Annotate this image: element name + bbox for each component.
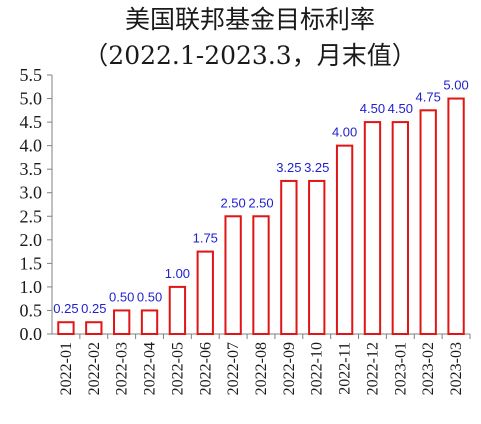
y-tick-label: 3.5 — [20, 159, 43, 179]
bar — [140, 309, 159, 336]
bar — [196, 250, 214, 335]
data-label: 0.50 — [137, 289, 162, 304]
data-label: 4.50 — [388, 101, 413, 116]
y-tick-label: 5.0 — [20, 89, 43, 109]
bar — [308, 179, 326, 335]
x-tick-label: 2023-01 — [392, 342, 409, 395]
bar — [419, 109, 437, 336]
y-tick-label: 0.5 — [20, 300, 43, 320]
data-label: 2.50 — [248, 195, 273, 210]
x-tick-label: 2022-08 — [253, 342, 270, 395]
data-label: 4.75 — [416, 89, 441, 104]
x-tick-label: 2022-11 — [337, 342, 354, 395]
x-tick-label: 2022-12 — [364, 342, 381, 395]
y-tick-label: 2.0 — [20, 230, 43, 250]
x-tick-label: 2022-09 — [281, 342, 298, 395]
x-tick-label: 2022-02 — [86, 342, 103, 395]
x-tick-label: 2022-10 — [309, 342, 326, 395]
data-label: 1.00 — [165, 266, 190, 281]
bar — [447, 97, 465, 335]
y-tick-label: 3.0 — [20, 183, 43, 203]
x-tick-label: 2022-04 — [142, 342, 159, 395]
bar — [85, 321, 103, 335]
y-tick-label: 1.0 — [20, 277, 43, 297]
y-tick-label: 2.5 — [20, 206, 43, 226]
x-tick-label: 2022-07 — [225, 342, 242, 395]
x-tick-label: 2023-03 — [448, 342, 465, 395]
bar — [168, 285, 187, 335]
y-tick-label: 1.5 — [20, 253, 43, 273]
x-tick-label: 2022-03 — [114, 342, 131, 395]
x-tick-label: 2023-02 — [420, 342, 437, 395]
bar — [363, 121, 382, 335]
data-label: 3.25 — [276, 160, 301, 175]
bar — [252, 215, 270, 335]
data-label: 4.00 — [332, 125, 357, 140]
y-tick-label: 5.5 — [20, 65, 43, 85]
data-label: 0.50 — [109, 289, 134, 304]
bar — [391, 121, 409, 335]
x-tick-label: 2022-06 — [197, 342, 214, 395]
chart-title-line2: （2022.1-2023.3，月末值） — [83, 41, 416, 70]
y-tick-label: 4.5 — [20, 112, 43, 132]
bar — [224, 215, 242, 335]
bar — [113, 309, 131, 336]
data-label: 3.25 — [304, 160, 329, 175]
bar — [57, 321, 75, 335]
data-label: 2.50 — [220, 195, 245, 210]
data-label: 4.50 — [360, 101, 385, 116]
x-tick-label: 2022-01 — [58, 342, 75, 395]
data-label: 0.25 — [53, 301, 78, 316]
plot-area: 0.0 0.5 1.0 1.5 2.0 2.5 3.0 3.5 4.0 4.5 5.0 5.5 0.25… — [20, 65, 471, 395]
data-label: 1.75 — [193, 231, 218, 246]
chart-title-line1: 美国联邦基金目标利率 — [125, 5, 375, 34]
x-tick-label: 2022-05 — [169, 342, 186, 395]
y-tick-label: 0.0 — [20, 324, 43, 344]
bar — [280, 179, 298, 335]
data-label: 0.25 — [81, 301, 106, 316]
y-tick-label: 4.0 — [20, 136, 43, 156]
bar — [335, 144, 354, 335]
data-label: 5.00 — [443, 78, 468, 93]
